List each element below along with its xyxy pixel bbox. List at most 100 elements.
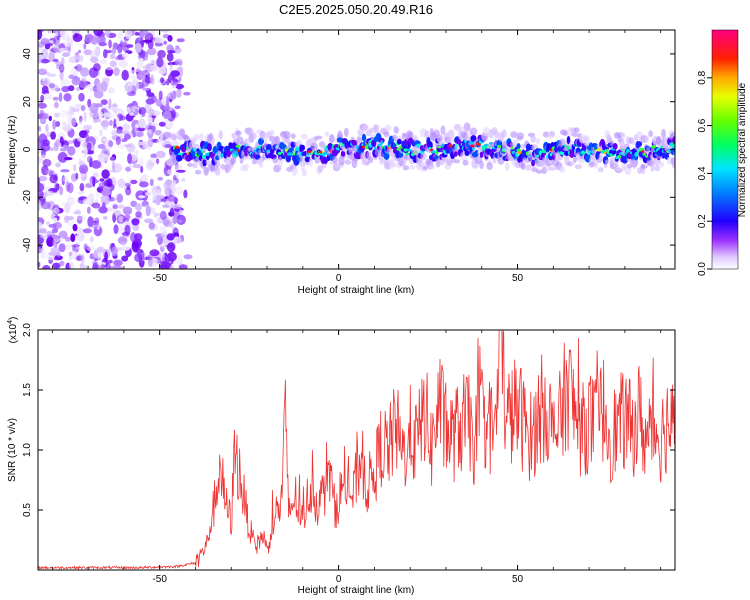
band-halo (571, 132, 579, 137)
band-halo (210, 135, 215, 145)
noise-speck (83, 111, 87, 122)
noise-speck (99, 178, 105, 182)
noise-speck (59, 237, 64, 241)
colorbar-tick-label: 0.0 (697, 262, 708, 276)
noise-speck (166, 95, 170, 107)
noise-speck (137, 141, 145, 146)
noise-speck (86, 142, 92, 151)
noise-speck (100, 120, 110, 128)
band-inner (464, 150, 470, 156)
noise-speck (176, 169, 186, 173)
band-halo (516, 132, 524, 140)
noise-speck (146, 254, 153, 261)
noise-speck (178, 264, 188, 269)
noise-speck (177, 219, 183, 223)
noise-speck (44, 43, 51, 50)
noise-speck (163, 180, 172, 190)
noise-speck (76, 215, 83, 221)
band-halo (572, 156, 578, 163)
noise-speck (52, 96, 59, 101)
noise-speck (40, 94, 45, 103)
noise-speck (161, 30, 169, 34)
noise-speck (41, 77, 46, 82)
band-halo (535, 137, 541, 145)
noise-speck (135, 68, 141, 72)
noise-speck (158, 90, 163, 101)
band-halo (392, 163, 398, 168)
noise-speck (112, 204, 118, 210)
noise-speck (87, 216, 94, 227)
noise-speck (158, 121, 166, 127)
spectrogram-y-tick-label: 0 (22, 146, 33, 152)
noise-speck (151, 95, 157, 103)
noise-speck (79, 164, 89, 174)
noise-speck (175, 58, 183, 66)
noise-speck (137, 71, 146, 80)
band-halo (374, 124, 380, 131)
colorbar-label: Normalized spectral amplitude (737, 82, 748, 217)
noise-speck (78, 92, 85, 102)
noise-speck (52, 262, 61, 269)
band-halo (402, 165, 410, 171)
noise-speck (159, 225, 167, 233)
noise-speck (38, 156, 42, 164)
band-core (651, 145, 657, 149)
noise-speck (159, 195, 165, 199)
noise-speck (78, 79, 88, 89)
noise-speck (59, 70, 64, 81)
band-halo (440, 125, 446, 135)
band-inner (516, 143, 521, 150)
noise-speck (113, 259, 123, 267)
band-halo (300, 133, 308, 140)
noise-speck (92, 262, 99, 269)
noise-speck (152, 189, 160, 195)
noise-speck (167, 137, 172, 143)
noise-speck (87, 98, 92, 108)
band-halo (440, 157, 449, 162)
snr-scale-note: (x104) (7, 317, 19, 344)
band-core (472, 146, 475, 151)
noise-speck (92, 118, 99, 124)
noise-speck (145, 159, 154, 171)
noise-speck (85, 133, 90, 144)
noise-speck (171, 178, 177, 188)
band-halo (640, 164, 648, 169)
noise-speck (93, 89, 104, 99)
band-inner (427, 141, 433, 149)
noise-speck (181, 178, 186, 182)
spectrogram-marks (38, 30, 675, 269)
noise-speck (59, 30, 65, 37)
noise-speck (38, 261, 41, 268)
noise-speck (183, 254, 193, 260)
noise-speck (115, 116, 120, 126)
noise-speck (49, 174, 58, 184)
noise-speck (105, 262, 111, 269)
noise-speck (174, 105, 181, 110)
noise-speck (38, 183, 45, 192)
noise-speck (150, 59, 156, 65)
noise-speck (86, 155, 93, 163)
noise-speck (117, 247, 122, 252)
noise-speck (77, 191, 85, 195)
noise-speck (83, 42, 87, 50)
noise-speck (115, 128, 123, 134)
noise-speck (81, 264, 89, 269)
noise-speck (59, 64, 65, 73)
band-halo (631, 159, 638, 169)
colorbar: 0.0 0.2 0.4 0.6 0.8 Normalized spectral ampl… (697, 29, 748, 276)
band-halo (332, 155, 338, 165)
noise-speck (127, 75, 137, 79)
colorbar-tick-label: 0.8 (697, 70, 708, 84)
band-halo (251, 159, 258, 165)
noise-speck (179, 209, 184, 215)
noise-speck (83, 49, 92, 56)
noise-speck (140, 85, 145, 89)
noise-speck (125, 187, 132, 196)
noise-speck (71, 77, 81, 86)
noise-speck (163, 219, 172, 228)
noise-speck (79, 119, 83, 125)
snr-scale-exponent: 4 (7, 320, 14, 324)
noise-speck (53, 207, 60, 214)
band-halo (573, 127, 580, 133)
